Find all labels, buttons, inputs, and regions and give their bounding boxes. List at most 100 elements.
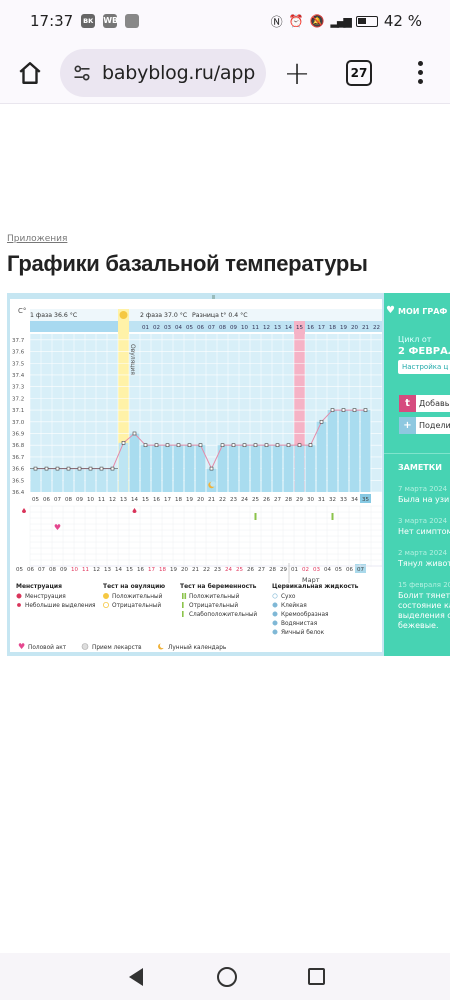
note-item[interactable]: 7 марта 2024 Была на узи, та xyxy=(398,485,450,504)
battery-icon xyxy=(355,15,378,27)
temp-bar xyxy=(85,468,96,492)
temp-point[interactable] xyxy=(165,443,170,447)
temp-point[interactable] xyxy=(55,466,60,471)
recent-apps-button[interactable] xyxy=(307,968,325,985)
temp-point[interactable] xyxy=(308,443,313,447)
calendar-date: 08 xyxy=(49,567,56,573)
temp-point[interactable] xyxy=(363,408,368,412)
cycle-date: 2 ФЕВРАЛЯ xyxy=(398,346,450,357)
temp-point[interactable] xyxy=(44,466,49,471)
cycle-day-label: 08 xyxy=(219,325,226,331)
legend-item-label: Отрицательный xyxy=(112,602,161,609)
cycle-day-label: 05 xyxy=(186,325,193,331)
temp-point[interactable] xyxy=(77,466,82,471)
tab-switcher-button[interactable]: 27 xyxy=(346,59,372,86)
home-nav-button[interactable] xyxy=(216,966,237,987)
temp-bar xyxy=(217,445,228,492)
legend-group-title: Тест на овуляцию xyxy=(103,583,165,590)
divider xyxy=(384,453,450,454)
temp-point[interactable] xyxy=(110,466,115,471)
heart-icon: ♥ xyxy=(18,642,25,651)
day-number: 33 xyxy=(340,497,347,503)
site-settings-icon[interactable] xyxy=(72,63,92,83)
calendar-date: 11 xyxy=(82,567,89,573)
temp-point[interactable] xyxy=(88,466,93,471)
temp-point[interactable] xyxy=(143,443,148,447)
back-button[interactable] xyxy=(126,967,146,987)
home-button[interactable] xyxy=(0,42,60,104)
temp-bar xyxy=(206,468,217,492)
temp-point[interactable] xyxy=(187,443,192,447)
add-button[interactable]: t Добавь xyxy=(399,395,450,412)
phase1-label: 1 фаза 36.6 °C xyxy=(30,311,77,319)
cycle-settings-button[interactable]: Настройка ц xyxy=(398,360,450,374)
legend-item-label: Яичный белок xyxy=(281,629,325,636)
bbt-chart-svg[interactable]: 37.7 37.6 37.5 37.4 37.3 37.2 37.1 37.0 36.9 36.8… xyxy=(10,299,383,652)
temp-point[interactable] xyxy=(286,443,291,447)
temp-bar xyxy=(74,468,85,492)
temp-point[interactable] xyxy=(242,443,247,447)
y-tick-label: 37.4 xyxy=(12,373,25,379)
temp-bar xyxy=(195,445,206,492)
sidebar-header[interactable]: МОИ ГРАФ xyxy=(398,307,448,316)
notes-title: ЗАМЕТКИ xyxy=(398,463,442,472)
temp-point[interactable] xyxy=(121,441,126,445)
legend-bottom-label: Лунный календарь xyxy=(168,644,227,651)
note-item[interactable]: 2 марта 2024 Тянул живот, н xyxy=(398,549,450,568)
y-tick-label: 37.6 xyxy=(12,350,25,356)
y-tick-label: 37.5 xyxy=(12,361,25,367)
day-number: 21 xyxy=(208,497,215,503)
note-item[interactable]: 3 марта 2024 Нет симптом xyxy=(398,517,450,536)
temp-point[interactable] xyxy=(132,431,137,436)
legend-group-title: Цервикальная жидкость xyxy=(272,583,359,590)
temp-bar xyxy=(316,421,327,492)
temp-point[interactable] xyxy=(231,443,236,447)
y-tick-label: 36.6 xyxy=(12,467,25,473)
temp-point[interactable] xyxy=(176,443,181,447)
cycle-day-label: 21 xyxy=(362,325,369,331)
scroll-handle[interactable] xyxy=(212,295,215,300)
ovulation-band xyxy=(118,309,129,492)
sidebar-panel: ♥ МОИ ГРАФ Цикл от 2 ФЕВРАЛЯ Настройка ц… xyxy=(384,293,450,656)
drop-icon xyxy=(22,508,26,513)
temp-point[interactable] xyxy=(275,443,280,447)
note-item[interactable]: 15 февраля 20 Болит тянет жи состояние к… xyxy=(398,581,450,630)
temp-point[interactable] xyxy=(209,466,214,471)
temp-point[interactable] xyxy=(319,419,324,424)
new-tab-button[interactable]: + xyxy=(283,53,311,92)
calendar-date: 14 xyxy=(115,567,122,573)
wb-icon: WB xyxy=(103,14,118,28)
calendar-date: 17 xyxy=(148,567,155,573)
temp-point[interactable] xyxy=(198,443,203,447)
current-day-highlight xyxy=(360,494,371,503)
phase2-header xyxy=(129,321,382,332)
temp-bar xyxy=(63,468,74,492)
temp-point[interactable] xyxy=(253,443,258,447)
dry-icon xyxy=(272,593,278,599)
temp-bar xyxy=(162,445,173,492)
temp-point[interactable] xyxy=(33,466,38,471)
temp-point[interactable] xyxy=(341,408,346,412)
breadcrumb[interactable]: Приложения xyxy=(7,234,68,244)
temp-point[interactable] xyxy=(264,443,269,447)
watery-icon xyxy=(272,620,278,626)
temp-point[interactable] xyxy=(66,466,71,471)
url-bar[interactable]: babyblog.ru/app xyxy=(60,48,266,97)
alarm-icon: ⏰ xyxy=(288,14,304,28)
calendar-date: 15 xyxy=(126,567,133,573)
day-number: 13 xyxy=(120,497,127,503)
day-number: 10 xyxy=(87,497,94,503)
temp-point[interactable] xyxy=(330,408,335,412)
temp-point[interactable] xyxy=(297,443,302,447)
temp-bar xyxy=(151,445,162,492)
day-number: 25 xyxy=(252,497,259,503)
temp-point[interactable] xyxy=(99,466,104,471)
legend-group-title: Тест на беременность xyxy=(180,583,257,590)
cycle-day-label: 17 xyxy=(318,325,325,331)
temp-point[interactable] xyxy=(352,408,357,412)
browser-menu-button[interactable] xyxy=(390,61,450,84)
share-button[interactable]: + Подели xyxy=(399,417,450,434)
temp-point[interactable] xyxy=(154,443,159,447)
temp-point[interactable] xyxy=(220,443,225,447)
mute-icon: 🔕 xyxy=(309,14,325,28)
